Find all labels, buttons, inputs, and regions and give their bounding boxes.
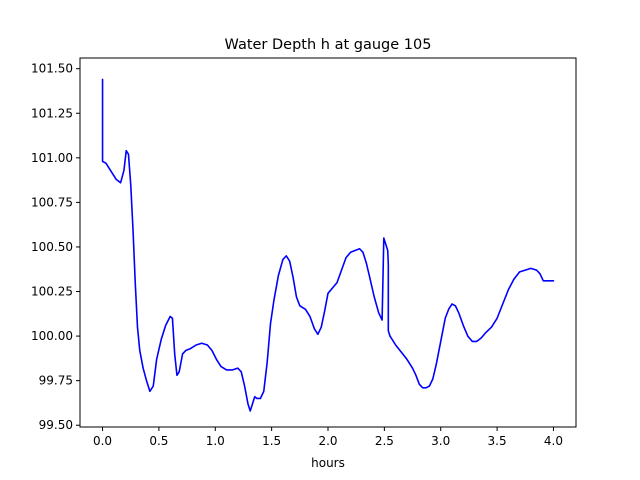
plot-line-layer <box>101 78 555 412</box>
water-depth-line <box>101 78 555 412</box>
x-tick-label: 4.0 <box>544 434 563 448</box>
y-tick-label: 99.50 <box>39 418 73 432</box>
x-axis: 0.0 0.5 1.0 1.5 2.0 2.5 3.0 3.5 4.0 <box>93 427 563 448</box>
y-tick-label: 100.00 <box>31 329 73 343</box>
y-tick-label: 100.50 <box>31 240 73 254</box>
x-tick-label: 0.0 <box>93 434 112 448</box>
x-tick-label: 2.0 <box>318 434 337 448</box>
y-tick-label: 101.00 <box>31 151 73 165</box>
x-tick-label: 3.0 <box>431 434 450 448</box>
x-tick-label: 2.5 <box>375 434 394 448</box>
y-tick-label: 100.25 <box>31 285 73 299</box>
y-tick-label: 99.75 <box>39 374 73 388</box>
x-tick-label: 1.5 <box>262 434 281 448</box>
x-tick-label: 1.0 <box>206 434 225 448</box>
x-axis-label: hours <box>311 456 345 470</box>
x-tick-label: 0.5 <box>149 434 168 448</box>
x-tick-label: 3.5 <box>488 434 507 448</box>
y-tick-label: 100.75 <box>31 195 73 209</box>
chart-title: Water Depth h at gauge 105 <box>225 37 432 53</box>
y-tick-label: 101.50 <box>31 62 73 76</box>
y-axis: 99.50 99.75 100.00 100.25 100.50 100.75 101.00… <box>31 62 80 432</box>
y-tick-label: 101.25 <box>31 106 73 120</box>
